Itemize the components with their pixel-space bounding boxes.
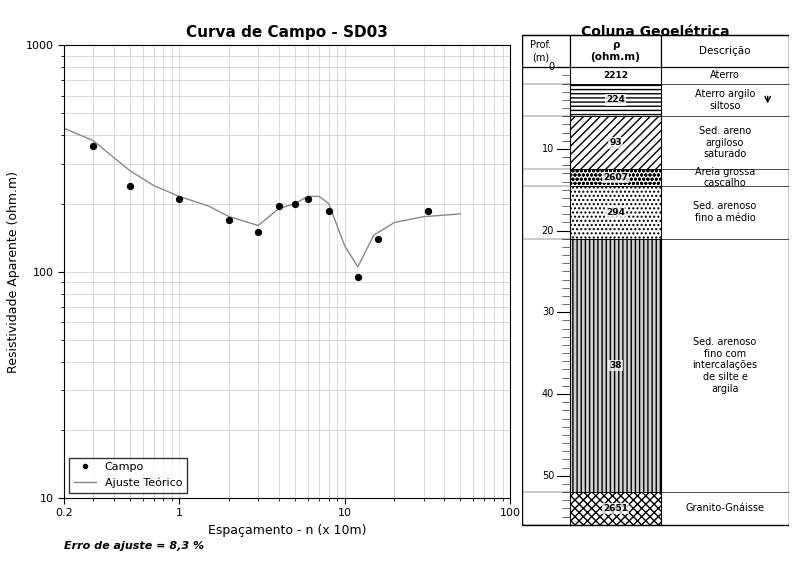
Text: 93: 93: [609, 138, 622, 147]
Legend: Campo, Ajuste Teórico: Campo, Ajuste Teórico: [69, 457, 186, 492]
Y-axis label: Resistividade Aparente (ohm.m): Resistividade Aparente (ohm.m): [7, 171, 20, 372]
Text: 20: 20: [542, 226, 554, 235]
Point: [372, 234, 385, 243]
Text: Erro de ajuste = 8,3 %: Erro de ajuste = 8,3 %: [64, 541, 204, 551]
Text: 2212: 2212: [603, 71, 628, 80]
Bar: [570, 116, 661, 169]
Text: Prof.
(m): Prof. (m): [530, 40, 552, 62]
Point: [289, 199, 301, 208]
Text: 2607: 2607: [603, 173, 628, 182]
Title: Curva de Campo - SD03: Curva de Campo - SD03: [186, 25, 388, 40]
Point: [87, 141, 100, 150]
Bar: [661, 35, 789, 67]
Bar: [570, 492, 661, 525]
Text: 30: 30: [542, 307, 554, 318]
Text: Aterro argilo
siltoso: Aterro argilo siltoso: [695, 89, 755, 111]
Text: 50: 50: [542, 471, 554, 481]
Text: Sed. arenoso
fino a médio: Sed. arenoso fino a médio: [693, 201, 756, 223]
Bar: [570, 84, 661, 116]
Text: Aterro: Aterro: [710, 70, 740, 80]
Bar: [522, 35, 570, 67]
Point: [124, 181, 136, 190]
Text: Coluna Geoelétrica: Coluna Geoelétrica: [581, 25, 730, 38]
Text: 10: 10: [542, 144, 554, 154]
Text: 38: 38: [609, 361, 622, 370]
Bar: [570, 169, 661, 186]
Text: Sed. arenoso
fino com
intercalações
de silte e
argila: Sed. arenoso fino com intercalações de s…: [693, 337, 757, 393]
Point: [301, 194, 314, 203]
Point: [351, 272, 364, 281]
Text: Granito-Gnáisse: Granito-Gnáisse: [685, 503, 764, 513]
Text: Sed. areno
argiloso
saturado: Sed. areno argiloso saturado: [699, 126, 751, 160]
Text: 2651: 2651: [603, 504, 628, 513]
Point: [252, 228, 265, 237]
Point: [173, 194, 186, 203]
Text: 224: 224: [606, 95, 625, 104]
Text: 294: 294: [606, 208, 625, 217]
Text: 0: 0: [548, 62, 554, 72]
Point: [322, 207, 335, 216]
Bar: [570, 35, 661, 67]
Point: [222, 215, 235, 224]
Text: Areia grossa
cascalho: Areia grossa cascalho: [695, 167, 755, 188]
Text: ρ
(ohm.m): ρ (ohm.m): [591, 40, 641, 62]
Text: Descrição: Descrição: [699, 46, 751, 56]
Bar: [570, 239, 661, 492]
Point: [422, 207, 434, 216]
X-axis label: Espaçamento - n (x 10m): Espaçamento - n (x 10m): [208, 524, 366, 537]
Point: [273, 201, 285, 211]
Text: 40: 40: [542, 389, 554, 399]
Bar: [570, 67, 661, 84]
Bar: [570, 186, 661, 239]
